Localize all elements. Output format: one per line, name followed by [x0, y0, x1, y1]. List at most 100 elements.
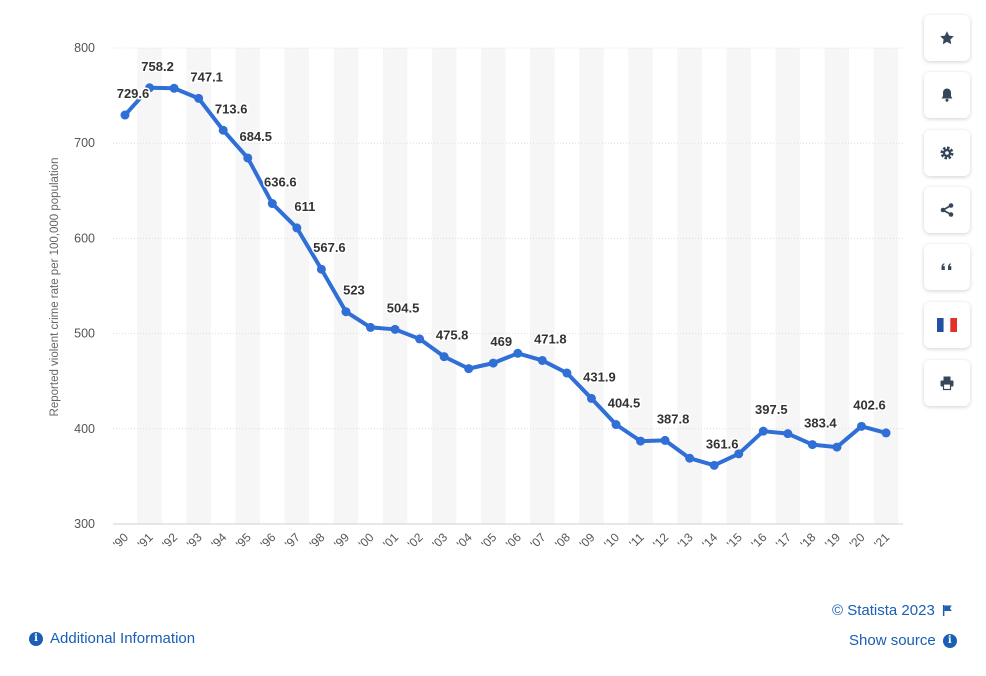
x-tick-label: '01 — [380, 530, 401, 551]
data-point[interactable] — [488, 358, 498, 368]
show-source-label: Show source — [849, 632, 936, 649]
data-point[interactable] — [832, 442, 842, 452]
x-tick-label: '95 — [233, 530, 254, 551]
share-button[interactable] — [924, 187, 970, 233]
x-tick-label: '09 — [577, 530, 598, 551]
line-chart: 300 400 500 600 700 800 '90'91'92'93'94'95'96… — [49, 41, 903, 551]
data-point[interactable] — [881, 428, 891, 438]
x-axis-ticks: '90'91'92'93'94'95'96'97'98'99'00'01'02 '… — [110, 530, 892, 551]
band — [284, 48, 310, 524]
x-tick-label: '21 — [871, 530, 892, 551]
data-point[interactable] — [316, 264, 326, 274]
x-tick-label: '20 — [847, 530, 868, 551]
settings-button[interactable] — [924, 130, 970, 176]
series-line — [123, 85, 889, 468]
data-point[interactable] — [685, 453, 695, 463]
notification-button[interactable] — [924, 72, 970, 118]
x-tick-label: '02 — [405, 530, 426, 551]
data-label: 397.5 — [755, 402, 788, 417]
data-points — [120, 83, 891, 470]
show-source-button[interactable]: Show source i — [849, 632, 957, 649]
french-flag-icon — [937, 318, 957, 332]
data-label: 383.4 — [804, 416, 837, 431]
x-tick-label: '11 — [626, 530, 647, 551]
band — [186, 48, 211, 524]
data-point[interactable] — [562, 368, 572, 378]
data-point[interactable] — [218, 125, 228, 135]
band — [824, 48, 850, 524]
data-point[interactable] — [464, 364, 474, 374]
x-tick-label: '98 — [307, 530, 328, 551]
x-tick-label: '03 — [429, 530, 450, 551]
cite-button[interactable] — [924, 244, 970, 290]
data-point[interactable] — [758, 426, 768, 436]
data-point[interactable] — [145, 83, 155, 93]
data-point[interactable] — [415, 334, 425, 344]
data-point[interactable] — [513, 348, 523, 358]
copyright-link[interactable]: © Statista 2023 — [832, 602, 953, 619]
x-tick-label: '99 — [331, 530, 352, 551]
x-tick-label: '19 — [822, 530, 843, 551]
data-point[interactable] — [292, 223, 302, 233]
flag-icon — [942, 605, 952, 616]
grid-lines — [113, 47, 903, 525]
info-icon: i — [942, 633, 957, 648]
data-label: 758.2 — [141, 59, 174, 74]
data-point[interactable] — [169, 83, 179, 93]
data-label: 611 — [294, 199, 315, 214]
gear-icon — [940, 146, 954, 160]
data-label: 636.6 — [264, 175, 297, 190]
data-point[interactable] — [586, 393, 596, 403]
band — [431, 48, 457, 524]
data-point[interactable] — [537, 355, 547, 365]
data-point[interactable] — [120, 110, 130, 120]
data-point[interactable] — [611, 420, 621, 430]
data-label: 504.5 — [387, 300, 420, 315]
language-button[interactable] — [924, 302, 970, 348]
data-point[interactable] — [243, 153, 253, 163]
data-point[interactable] — [267, 199, 277, 209]
x-tick-label: '90 — [110, 530, 131, 551]
data-point[interactable] — [636, 436, 646, 446]
data-point[interactable] — [857, 421, 866, 431]
data-point[interactable] — [439, 352, 449, 362]
data-point[interactable] — [390, 324, 400, 334]
band — [873, 48, 899, 524]
x-tick-label: '10 — [601, 530, 622, 551]
data-label: 475.8 — [436, 328, 469, 343]
favorite-button[interactable] — [924, 15, 970, 61]
data-point[interactable] — [194, 93, 204, 103]
band — [235, 48, 261, 524]
data-label: 469 — [490, 334, 512, 349]
data-label: 684.5 — [239, 129, 272, 144]
x-tick-label: '17 — [773, 530, 794, 551]
alternating-bands — [137, 48, 899, 524]
print-icon — [940, 376, 954, 391]
print-button[interactable] — [924, 360, 970, 406]
x-tick-label: '16 — [748, 530, 769, 551]
data-label: 747.1 — [190, 69, 223, 84]
x-tick-label: '00 — [356, 530, 377, 551]
band — [677, 48, 702, 524]
data-point[interactable] — [709, 460, 719, 470]
x-tick-label: '93 — [184, 530, 205, 551]
data-point[interactable] — [366, 322, 375, 332]
x-tick-label: '07 — [528, 530, 549, 551]
y-tick-label: 600 — [74, 231, 95, 245]
x-tick-label: '97 — [282, 530, 303, 551]
additional-information-button[interactable]: i Additional Information — [29, 630, 195, 647]
y-tick-label: 800 — [74, 41, 95, 55]
data-point[interactable] — [734, 449, 744, 459]
data-point[interactable] — [660, 435, 670, 445]
data-point[interactable] — [807, 440, 817, 450]
data-label: 729.6 — [117, 86, 150, 101]
band — [579, 48, 604, 524]
band — [480, 48, 506, 524]
data-label: 361.6 — [706, 436, 739, 451]
band — [382, 48, 408, 524]
star-icon — [940, 31, 954, 45]
data-point[interactable] — [341, 307, 351, 317]
data-point[interactable] — [783, 429, 793, 439]
band — [628, 48, 653, 524]
data-label: 567.6 — [313, 240, 346, 255]
